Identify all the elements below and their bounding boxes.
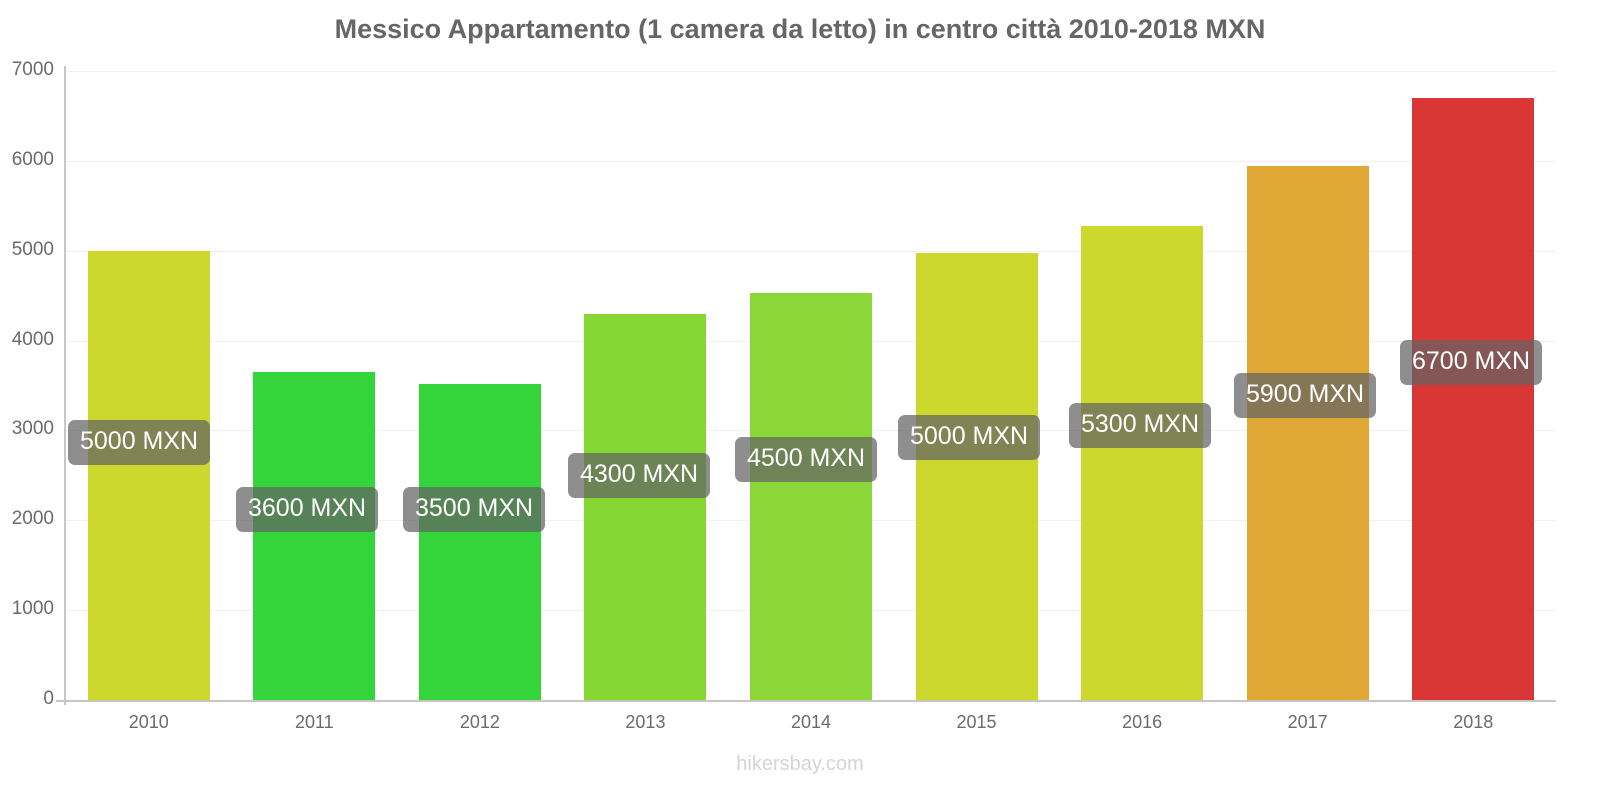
bar-2012[interactable] bbox=[418, 383, 541, 700]
bar-2014[interactable] bbox=[750, 292, 872, 700]
watermark-hikersbay: hikersbay.com bbox=[736, 753, 864, 775]
bar-2011[interactable] bbox=[253, 372, 376, 700]
x-axis-tick-label-2014: 2014 bbox=[790, 712, 832, 732]
y-axis-tick-label: 4000 bbox=[11, 328, 54, 350]
value-label-2013: 4300 MXN bbox=[568, 453, 711, 498]
x-axis-tick-label-2013: 2013 bbox=[625, 712, 666, 732]
value-label-2016: 5300 MXN bbox=[1069, 403, 1212, 448]
y-axis-tick-label: 1000 bbox=[11, 598, 54, 620]
value-label-2014: 4500 MXN bbox=[735, 437, 878, 482]
value-label-2012: 3500 MXN bbox=[403, 487, 546, 532]
x-axis-tick-label-2015: 2015 bbox=[956, 712, 997, 732]
bar-2010[interactable] bbox=[87, 250, 210, 700]
bar-2016[interactable] bbox=[1081, 225, 1204, 700]
bar-2017[interactable] bbox=[1246, 166, 1369, 700]
value-label-2018: 6700 MXN bbox=[1400, 340, 1543, 385]
bar-2018[interactable] bbox=[1412, 97, 1535, 700]
y-axis-tick-label: 6000 bbox=[11, 148, 54, 170]
value-label-2017: 5900 MXN bbox=[1234, 373, 1377, 418]
x-axis-tick-label-2018: 2018 bbox=[1453, 712, 1494, 732]
bar-2013[interactable] bbox=[584, 313, 707, 700]
value-label-2010: 5000 MXN bbox=[68, 420, 211, 465]
x-axis-tick-label-2010: 2010 bbox=[128, 712, 169, 732]
chart-title: Messico Appartamento (1 camera da letto)… bbox=[334, 14, 1266, 44]
value-label-2011: 3600 MXN bbox=[236, 487, 379, 532]
x-axis-tick-label-2017: 2017 bbox=[1287, 712, 1328, 732]
x-axis-tick-label-2016: 2016 bbox=[1122, 712, 1163, 732]
y-axis-line bbox=[64, 66, 66, 705]
gridline bbox=[66, 160, 1556, 162]
x-axis-tick-label-2012: 2012 bbox=[459, 712, 500, 732]
y-axis-tick-label: 5000 bbox=[11, 238, 54, 260]
gridline bbox=[66, 250, 1556, 252]
y-axis-tick-label: 2000 bbox=[11, 508, 54, 530]
y-axis-tick-label: 3000 bbox=[11, 418, 54, 440]
y-axis-tick-label: 7000 bbox=[11, 59, 54, 80]
bar-2015[interactable] bbox=[915, 252, 1038, 700]
x-axis-tick-label-2011: 2011 bbox=[294, 712, 334, 732]
y-axis-tick-label: 0 bbox=[43, 688, 54, 709]
x-axis-line bbox=[56, 700, 1556, 702]
gridline bbox=[66, 71, 1556, 72]
value-label-2015: 5000 MXN bbox=[898, 415, 1041, 460]
